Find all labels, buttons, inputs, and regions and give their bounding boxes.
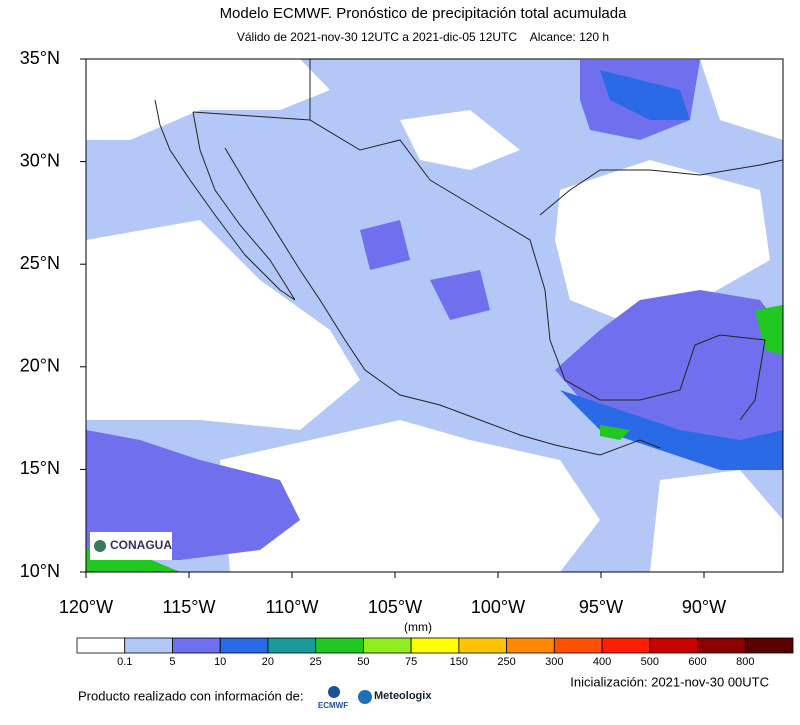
colorbar: 0.1 5 10 20 25 50 75 150 250 300 400 500 600 800 <box>76 637 794 668</box>
color-box <box>362 637 412 654</box>
colorbar-tick: 0.1 <box>117 656 132 668</box>
lat-label: 10°N <box>20 561 60 581</box>
dry-areas <box>86 59 783 572</box>
credit: Producto realizado con información de: <box>78 688 303 703</box>
colorbar-tick: 800 <box>736 656 754 668</box>
colorbar-tick: 600 <box>688 656 706 668</box>
map-frame <box>85 58 784 573</box>
coastlines <box>154 59 783 456</box>
logo-icon <box>94 540 106 552</box>
colorbar-tick: 20 <box>262 656 274 668</box>
color-box <box>601 637 651 654</box>
colorbar-tick: 75 <box>405 656 417 668</box>
lon-label: 95°W <box>579 597 623 617</box>
colorbar-tick: 300 <box>545 656 563 668</box>
colorbar-tick: 25 <box>310 656 322 668</box>
color-box <box>697 637 746 654</box>
color-box <box>506 637 555 654</box>
lat-label: 15°N <box>20 458 60 478</box>
lon-label: 110°W <box>266 597 319 617</box>
colorbar-tick: 250 <box>497 656 515 668</box>
lon-label: 90°W <box>682 597 726 617</box>
colorbar-unit: (mm) <box>404 620 432 634</box>
lat-label: 30°N <box>20 150 60 170</box>
color-box <box>219 637 269 654</box>
color-box <box>649 637 698 654</box>
color-box <box>744 637 794 654</box>
lat-label: 20°N <box>20 356 60 376</box>
colorbar-tick: 400 <box>593 656 611 668</box>
init-time: Inicialización: 2021-nov-30 00UTC <box>570 674 769 689</box>
color-box <box>553 637 603 654</box>
ecmwf-icon <box>328 686 340 698</box>
lat-labels: 35°N 30°N 25°N 20°N 15°N 10°N <box>20 48 86 581</box>
colorbar-tick: 5 <box>169 656 175 668</box>
colorbar-tick: 500 <box>641 656 659 668</box>
lat-label: 25°N <box>20 253 60 273</box>
color-box <box>76 637 126 654</box>
color-box <box>410 637 460 654</box>
lon-label: 100°W <box>471 597 525 617</box>
map: CONAGUA <box>85 58 784 573</box>
colorbar-tick: 10 <box>214 656 226 668</box>
heavy-precip <box>560 70 783 470</box>
color-box <box>458 637 508 654</box>
color-box <box>315 637 364 654</box>
color-box <box>267 637 317 654</box>
lat-label: 35°N <box>20 48 60 68</box>
lon-labels: 120°W 115°W 110°W 105°W 100°W 95°W 90°W <box>59 572 726 617</box>
color-box <box>124 637 173 654</box>
colorbar-tick: 150 <box>450 656 468 668</box>
color-box <box>172 637 221 654</box>
lon-label: 105°W <box>368 597 422 617</box>
lon-label: 115°W <box>163 597 216 617</box>
meteologix-icon <box>358 690 372 704</box>
title: Modelo ECMWF. Pronóstico de precipitació… <box>220 5 628 22</box>
subtitle: Válido de 2021-nov-30 12UTC a 2021-dic-0… <box>237 30 609 44</box>
colorbar-tick: 50 <box>357 656 369 668</box>
meteologix-logo: Meteologix <box>374 690 432 702</box>
logo: CONAGUA <box>110 538 172 552</box>
ecmwf-logo: ECMWF <box>318 701 348 710</box>
lon-label: 120°W <box>59 597 113 617</box>
